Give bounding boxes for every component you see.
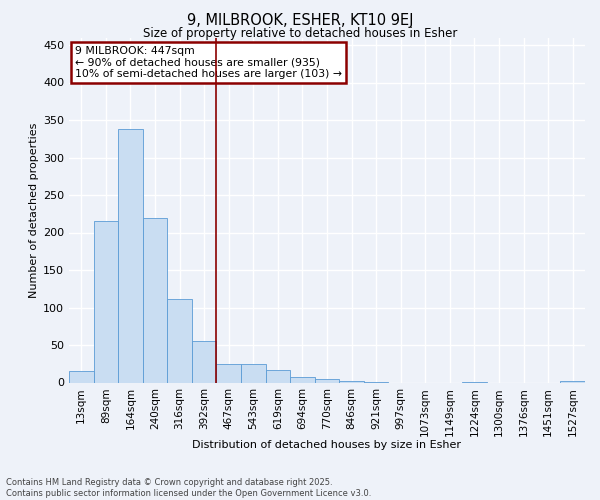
Text: Size of property relative to detached houses in Esher: Size of property relative to detached ho… <box>143 28 457 40</box>
Bar <box>560 381 585 382</box>
Bar <box>143 218 167 382</box>
Bar <box>94 220 118 382</box>
Text: 9 MILBROOK: 447sqm
← 90% of detached houses are smaller (935)
10% of semi-detach: 9 MILBROOK: 447sqm ← 90% of detached hou… <box>75 46 342 80</box>
Bar <box>241 364 266 382</box>
Bar <box>167 299 192 382</box>
Bar <box>118 129 143 382</box>
X-axis label: Distribution of detached houses by size in Esher: Distribution of detached houses by size … <box>193 440 461 450</box>
Bar <box>266 370 290 382</box>
Text: 9, MILBROOK, ESHER, KT10 9EJ: 9, MILBROOK, ESHER, KT10 9EJ <box>187 12 413 28</box>
Bar <box>290 377 315 382</box>
Bar <box>339 381 364 382</box>
Bar <box>192 341 217 382</box>
Text: Contains HM Land Registry data © Crown copyright and database right 2025.
Contai: Contains HM Land Registry data © Crown c… <box>6 478 371 498</box>
Bar <box>315 379 339 382</box>
Y-axis label: Number of detached properties: Number of detached properties <box>29 122 39 298</box>
Bar <box>69 371 94 382</box>
Bar <box>217 364 241 382</box>
